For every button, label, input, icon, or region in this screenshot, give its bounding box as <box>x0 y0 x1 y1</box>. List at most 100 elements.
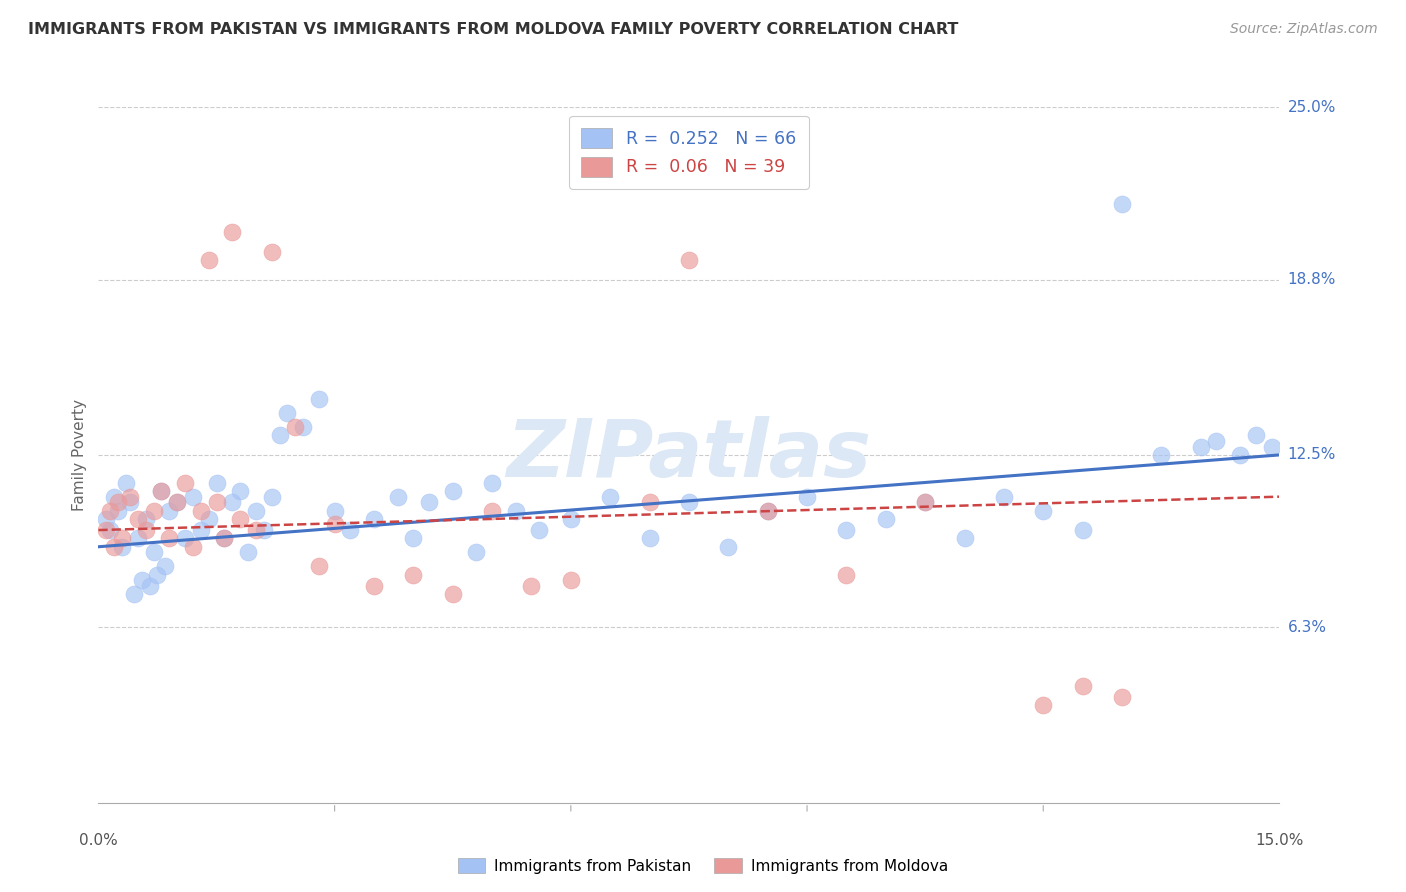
Point <box>387 490 409 504</box>
Point <box>402 532 425 546</box>
Point <box>190 523 212 537</box>
Point <box>157 503 180 517</box>
Point <box>308 559 330 574</box>
Point <box>214 532 236 546</box>
Point <box>155 559 177 574</box>
Point <box>103 540 125 554</box>
Text: Source: ZipAtlas.com: Source: ZipAtlas.com <box>1230 22 1378 37</box>
Point <box>260 244 283 259</box>
Point <box>96 512 118 526</box>
Point <box>276 406 298 420</box>
Point <box>157 532 180 546</box>
Point <box>122 587 145 601</box>
Text: IMMIGRANTS FROM PAKISTAN VS IMMIGRANTS FROM MOLDOVA FAMILY POVERTY CORRELATION C: IMMIGRANTS FROM PAKISTAN VS IMMIGRANTS F… <box>28 22 959 37</box>
Point <box>599 490 621 504</box>
Point <box>253 523 276 537</box>
Point <box>363 579 385 593</box>
Point <box>363 512 385 526</box>
Point <box>1111 690 1133 704</box>
Point <box>292 420 315 434</box>
Point <box>197 512 219 526</box>
Point <box>1150 448 1173 462</box>
Point <box>138 579 160 593</box>
Point <box>146 567 169 582</box>
Point <box>323 503 346 517</box>
Point <box>402 567 425 582</box>
Point <box>174 532 197 546</box>
Point <box>135 523 157 537</box>
Point <box>638 532 661 546</box>
Point <box>560 573 582 587</box>
Point <box>481 503 503 517</box>
Point <box>993 490 1015 504</box>
Point <box>339 523 361 537</box>
Point <box>205 495 228 509</box>
Point <box>229 484 252 499</box>
Point <box>214 532 236 546</box>
Point <box>418 495 440 509</box>
Point <box>115 475 138 490</box>
Point <box>107 495 129 509</box>
Point <box>205 475 228 490</box>
Point <box>756 503 779 517</box>
Point <box>142 503 165 517</box>
Text: ZIPatlas: ZIPatlas <box>506 416 872 494</box>
Point <box>914 495 936 509</box>
Point <box>756 503 779 517</box>
Point <box>465 545 488 559</box>
Point <box>245 503 267 517</box>
Point <box>118 490 141 504</box>
Point <box>229 512 252 526</box>
Point <box>1071 523 1094 537</box>
Point <box>441 484 464 499</box>
Point <box>103 490 125 504</box>
Point <box>221 495 243 509</box>
Point <box>197 253 219 268</box>
Point <box>1189 440 1212 454</box>
Point <box>1032 503 1054 517</box>
Point <box>678 253 700 268</box>
Point <box>269 428 291 442</box>
Legend: Immigrants from Pakistan, Immigrants from Moldova: Immigrants from Pakistan, Immigrants fro… <box>451 852 955 880</box>
Text: 0.0%: 0.0% <box>79 833 118 848</box>
Point <box>118 495 141 509</box>
Point <box>1244 428 1267 442</box>
Point <box>245 523 267 537</box>
Point <box>441 587 464 601</box>
Point <box>835 567 858 582</box>
Point <box>111 540 134 554</box>
Point <box>529 523 551 537</box>
Point <box>260 490 283 504</box>
Text: 15.0%: 15.0% <box>1256 833 1303 848</box>
Point <box>796 490 818 504</box>
Point <box>181 540 204 554</box>
Point <box>98 523 121 537</box>
Point <box>520 579 543 593</box>
Point <box>323 517 346 532</box>
Point <box>638 495 661 509</box>
Point <box>127 512 149 526</box>
Point <box>98 503 121 517</box>
Point <box>1032 698 1054 713</box>
Point <box>505 503 527 517</box>
Point <box>953 532 976 546</box>
Text: 12.5%: 12.5% <box>1288 448 1336 462</box>
Point <box>150 484 173 499</box>
Point <box>96 523 118 537</box>
Point <box>835 523 858 537</box>
Point <box>107 503 129 517</box>
Point <box>142 545 165 559</box>
Text: 6.3%: 6.3% <box>1288 620 1327 635</box>
Y-axis label: Family Poverty: Family Poverty <box>72 399 87 511</box>
Point <box>131 573 153 587</box>
Point <box>914 495 936 509</box>
Point <box>481 475 503 490</box>
Point <box>1071 679 1094 693</box>
Point <box>166 495 188 509</box>
Text: 18.8%: 18.8% <box>1288 272 1336 287</box>
Point <box>127 532 149 546</box>
Point <box>678 495 700 509</box>
Point <box>190 503 212 517</box>
Point <box>150 484 173 499</box>
Point <box>166 495 188 509</box>
